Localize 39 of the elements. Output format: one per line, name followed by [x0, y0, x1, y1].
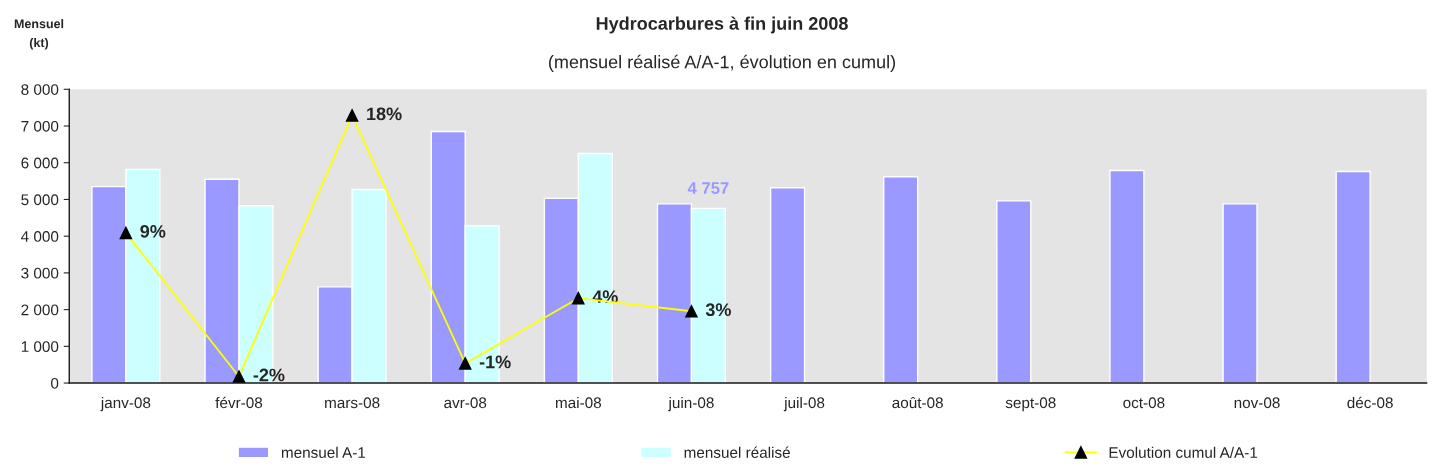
- x-tick-label: nov-08: [1234, 397, 1280, 409]
- x-tick-label: mai-08: [555, 396, 602, 409]
- legend-label: Evolution cumul A/A-1: [1109, 446, 1258, 458]
- legend-label: mensuel A-1: [281, 446, 366, 458]
- data-label: 9%: [140, 224, 166, 238]
- y-tick-label: 6 000: [21, 157, 59, 169]
- y-tick-label: 1 000: [21, 341, 59, 353]
- bar: [1109, 169, 1145, 384]
- x-tick-label: janv-08: [100, 396, 151, 412]
- legend-label: mensuel réalisé: [684, 446, 790, 458]
- x-tick-label: sept-08: [1005, 397, 1056, 412]
- x-tick-label: déc-08: [1347, 396, 1393, 409]
- y-tick-label: 4 000: [21, 231, 59, 242]
- bar: [883, 175, 919, 384]
- data-label: 18%: [367, 107, 402, 121]
- y-axis-title: Mensuel (kt): [14, 19, 64, 50]
- chart-title: Hydrocarbures à fin juin 2008: [596, 16, 848, 34]
- y-tick-label: 5 000: [21, 194, 59, 206]
- data-label: 4 757: [687, 182, 729, 194]
- x-tick-label: juin-08: [668, 396, 714, 412]
- chart-subtitle: (mensuel réalisé A/A-1, évolution en cumul): [549, 54, 896, 72]
- bar: [996, 200, 1032, 384]
- y-tick-label: 0: [51, 377, 59, 389]
- x-tick-label: juil-08: [783, 396, 825, 412]
- data-label: 3%: [705, 303, 731, 317]
- y-tick-label: 7 000: [21, 120, 59, 132]
- x-tick-label: oct-08: [1123, 397, 1165, 409]
- bar: [1335, 170, 1371, 384]
- bar: [769, 187, 806, 384]
- bar: [1222, 203, 1258, 384]
- y-tick-label: 8 000: [21, 84, 59, 95]
- y-tick-label: 3 000: [21, 267, 59, 279]
- x-tick-label: avr-08: [444, 397, 487, 409]
- x-tick-label: mars-08: [325, 397, 380, 409]
- data-label: -2%: [253, 368, 285, 382]
- x-tick-label: août-08: [892, 396, 943, 409]
- y-tick-label: 2 000: [21, 304, 59, 316]
- x-tick-label: févr-08: [215, 396, 263, 409]
- data-label: -1%: [479, 355, 511, 369]
